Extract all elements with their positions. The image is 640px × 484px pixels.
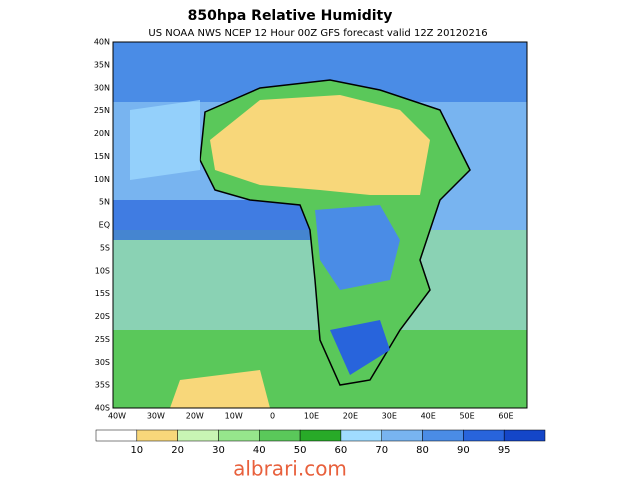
colorbar-swatch <box>136 429 178 442</box>
colorbar-label: 50 <box>294 445 307 456</box>
lat-label: 15S <box>95 289 110 298</box>
colorbar-label: 95 <box>498 445 511 456</box>
lon-label: 10W <box>225 412 243 421</box>
lat-label: 25N <box>94 106 110 115</box>
lat-label: 20S <box>95 312 110 321</box>
colorbar-swatch <box>503 429 546 442</box>
colorbar-swatch <box>218 429 260 442</box>
colorbar-label: 60 <box>335 445 348 456</box>
lat-label: 35S <box>95 381 110 390</box>
lon-label: 30W <box>147 412 165 421</box>
lat-label: 20N <box>94 129 110 138</box>
colorbar-swatch <box>299 429 342 442</box>
colorbar-swatch <box>177 429 219 442</box>
lon-label: 20W <box>186 412 204 421</box>
colorbar-swatch <box>422 429 464 442</box>
lon-label: 40E <box>421 412 436 421</box>
colorbar-label: 40 <box>253 445 266 456</box>
lon-label: 40W <box>108 412 126 421</box>
subtitle: US NOAA NWS NCEP 12 Hour 00Z GFS forecas… <box>148 28 487 39</box>
lon-label: 50E <box>459 412 474 421</box>
lat-label: EQ <box>99 221 110 230</box>
lat-label: 40N <box>94 38 110 47</box>
lat-label: 10S <box>95 266 110 275</box>
colorbar-swatch <box>381 429 423 442</box>
colorbar-swatch <box>259 429 301 442</box>
colorbar-swatch <box>95 429 138 442</box>
lat-label: 40S <box>95 404 110 413</box>
lon-label: 10E <box>304 412 319 421</box>
lat-label: 30N <box>94 83 110 92</box>
watermark: albrari.com <box>233 457 347 481</box>
lat-label: 35N <box>94 60 110 69</box>
colorbar-label: 70 <box>375 445 388 456</box>
colorbar-label: 90 <box>457 445 470 456</box>
lat-label: 5S <box>100 243 110 252</box>
lon-label: 0 <box>270 412 275 421</box>
map <box>112 41 528 409</box>
lat-label: 5N <box>99 198 110 207</box>
lon-label: 20E <box>343 412 358 421</box>
lat-label: 10N <box>94 175 110 184</box>
lat-label: 25S <box>95 335 110 344</box>
lon-label: 30E <box>382 412 397 421</box>
lon-label: 60E <box>498 412 513 421</box>
colorbar-label: 80 <box>416 445 429 456</box>
colorbar-label: 30 <box>212 445 225 456</box>
colorbar: 10 20 30 40 50 60 70 80 90 95 <box>95 429 546 456</box>
lat-label: 15N <box>94 152 110 161</box>
colorbar-label: 10 <box>130 445 143 456</box>
colorbar-swatch <box>340 429 382 442</box>
title: 850hpa Relative Humidity <box>188 8 393 24</box>
colorbar-label: 20 <box>171 445 184 456</box>
colorbar-swatch <box>463 429 505 442</box>
lat-label: 30S <box>95 358 110 367</box>
